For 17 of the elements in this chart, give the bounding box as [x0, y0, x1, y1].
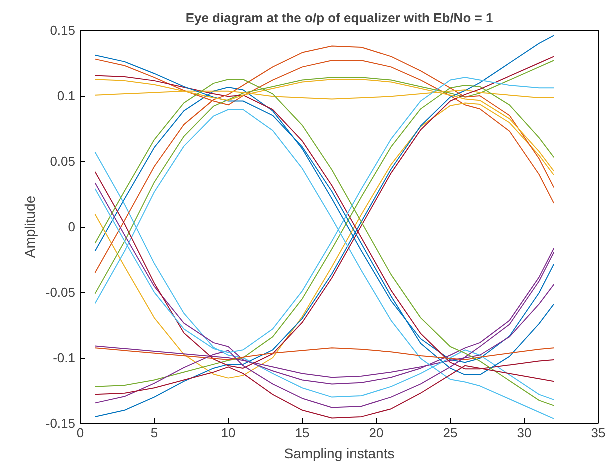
y-tick-label: -0.1: [53, 350, 76, 366]
y-tick-label: 0: [68, 220, 76, 234]
x-axis-title: Sampling instants: [284, 446, 395, 462]
y-tick-label: 0.15: [50, 23, 76, 38]
x-tick-label: 25: [443, 426, 458, 440]
y-tick-label: 0.05: [50, 154, 76, 169]
y-tick-label: 0.1: [57, 88, 76, 104]
y-tick-label: -0.05: [46, 285, 76, 300]
x-tick-label: 10: [221, 426, 236, 440]
y-axis-title: Amplitude: [22, 196, 38, 258]
x-tick-label: 15: [295, 426, 310, 440]
x-tick-label: 30: [517, 426, 532, 440]
chart-title: Eye diagram at the o/p of equalizer with Eb/No = 1: [186, 10, 494, 26]
x-tick-label: 20: [369, 426, 384, 440]
x-tick-label: 5: [150, 426, 158, 440]
x-tick-label: 35: [591, 426, 606, 440]
y-tick-label: -0.15: [46, 416, 76, 431]
